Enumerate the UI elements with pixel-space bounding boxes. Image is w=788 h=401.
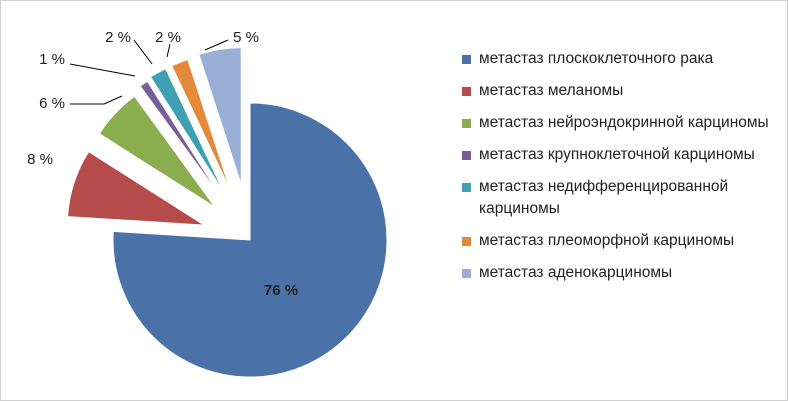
legend-swatch: [462, 87, 471, 96]
legend-item-5: метастаз недифференцированной карциномы: [462, 176, 782, 220]
leader-line-7: [204, 39, 229, 51]
legend-label: метастаз меланомы: [479, 82, 624, 99]
legend-swatch: [462, 55, 471, 64]
legend-swatch: [462, 151, 471, 160]
data-label-3: 6 %: [39, 95, 65, 112]
pie-slice-2: [67, 151, 205, 226]
legend-item-3: метастаз нейроэндокринной карциномы: [462, 112, 782, 134]
legend: метастаз плоскоклеточного рака метастаз м…: [462, 48, 782, 294]
pie-slice-6: [171, 58, 231, 191]
data-label-4: 1 %: [39, 51, 65, 68]
leader-line-4: [69, 63, 136, 77]
leader-line-3: [70, 95, 123, 105]
legend-item-4: метастаз крупноклеточной карциномы: [462, 144, 782, 166]
legend-label: метастаз плоскоклеточного рака: [479, 50, 714, 67]
data-label-6: 2 %: [155, 29, 181, 46]
legend-item-6: метастаз плеоморфной карциномы: [462, 230, 782, 252]
pie-slice-7: [198, 47, 242, 185]
data-label-1: 76 %: [264, 282, 298, 299]
data-label-2: 8 %: [27, 151, 53, 168]
legend-item-2: метастаз меланомы: [462, 80, 782, 102]
legend-swatch: [462, 119, 471, 128]
pie-slice-5: [149, 68, 225, 193]
leader-line-6: [166, 43, 171, 58]
legend-label: метастаз аденокарциномы: [479, 264, 673, 281]
pie-slices: [67, 47, 388, 378]
leader-line-5: [133, 39, 153, 65]
legend-label: метастаз недифференцированной карциномы: [479, 178, 729, 217]
legend-label: метастаз крупноклеточной карциномы: [479, 146, 755, 163]
legend-swatch: [462, 237, 471, 246]
data-label-7: 5 %: [233, 29, 259, 46]
pie-slice-3: [98, 95, 216, 208]
data-label-5: 2 %: [105, 29, 131, 46]
pie-slice-1: [112, 102, 388, 378]
legend-label: метастаз нейроэндокринной карциномы: [479, 114, 769, 131]
legend-item-7: метастаз аденокарциномы: [462, 262, 782, 284]
leader-lines: [69, 39, 229, 105]
pie-slice-4: [139, 80, 222, 198]
data-labels: 76 % 8 % 6 % 1 % 2 % 2 % 5 %: [27, 29, 298, 299]
legend-swatch: [462, 183, 471, 192]
legend-label: метастаз плеоморфной карциномы: [479, 232, 735, 249]
legend-item-1: метастаз плоскоклеточного рака: [462, 48, 782, 70]
legend-swatch: [462, 269, 471, 278]
